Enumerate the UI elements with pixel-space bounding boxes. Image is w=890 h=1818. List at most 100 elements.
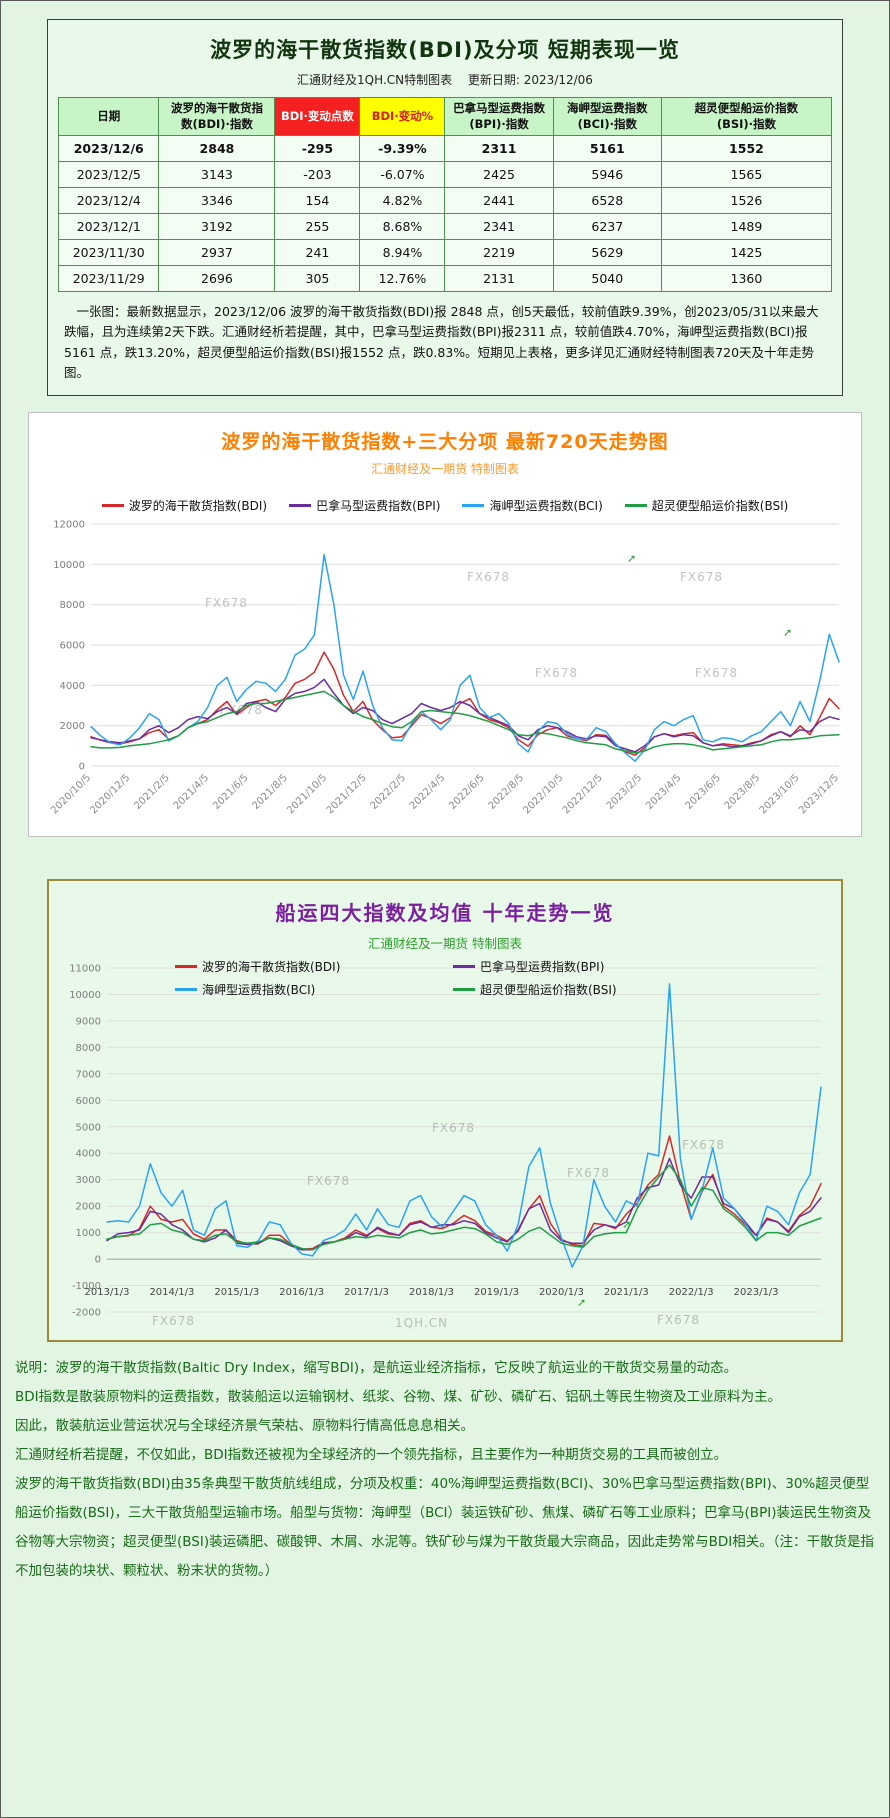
svg-text:2021/8/5: 2021/8/5 — [250, 772, 290, 812]
chart-720-area: 0 2000 4000 6000 8000 10000 12000 2020/10/5 2020… — [35, 518, 855, 830]
legend-label: 巴拿马型运费指数(BPI) — [480, 960, 605, 975]
footer-line: BDI指数是散装原物料的运费指数，散装船运以运输钢材、纸浆、谷物、煤、矿砂、磷矿… — [15, 1389, 782, 1406]
legend-item: 海岬型运费指数(BCI) — [462, 497, 603, 514]
svg-text:2000: 2000 — [60, 721, 85, 732]
table-cell: 8.68% — [359, 213, 446, 241]
footer-notes: 说明：波罗的海干散货指数(Baltic Dry Index，缩写BDI)，是航运… — [1, 1354, 889, 1586]
svg-text:-1000: -1000 — [72, 1281, 101, 1292]
svg-text:2023/10/5: 2023/10/5 — [758, 772, 802, 816]
chart-720-title: 波罗的海干散货指数+三大分项 最新720天走势图 — [221, 431, 669, 454]
legend-item: 波罗的海干散货指数(BDI) — [175, 958, 453, 975]
legend-swatch — [453, 988, 475, 992]
svg-text:2021/4/5: 2021/4/5 — [172, 772, 212, 812]
svg-text:0: 0 — [79, 762, 85, 773]
table-cell: 2023/12/6 — [57, 135, 160, 163]
legend-label: 海岬型运费指数(BCI) — [202, 983, 316, 998]
svg-text:6000: 6000 — [60, 641, 85, 652]
bdi-table-panel: 波罗的海干散货指数(BDI)及分项 短期表现一览 汇通财经及1QH.CN特制图表… — [47, 19, 843, 397]
svg-text:2023/6/5: 2023/6/5 — [683, 772, 723, 812]
table-cell: 4.82% — [359, 187, 446, 215]
svg-text:2021/6/5: 2021/6/5 — [211, 772, 251, 812]
table-cell: 5946 — [552, 161, 662, 189]
svg-text:2020/12/5: 2020/12/5 — [88, 772, 132, 816]
svg-text:9000: 9000 — [76, 1016, 101, 1027]
table-cell: 241 — [274, 239, 361, 267]
table-cell: 2023/12/5 — [57, 161, 160, 189]
table-cell: 6528 — [552, 187, 662, 215]
svg-text:2020/10/5: 2020/10/5 — [49, 772, 93, 816]
svg-text:2022/6/5: 2022/6/5 — [447, 772, 487, 812]
bdi-data-table: 日期 波罗的海干散货指 数(BDI)·指数 BDI·变动点数 BDI·变动% 巴拿马型运费… — [57, 96, 833, 293]
svg-text:2022/1/3: 2022/1/3 — [669, 1287, 714, 1298]
table-cell: 2441 — [444, 187, 554, 215]
svg-text:11000: 11000 — [69, 964, 101, 975]
legend-label: 波罗的海干散货指数(BDI) — [128, 499, 268, 514]
table-cell: 255 — [274, 213, 361, 241]
footer-line: 汇通财经析若提醒，不仅如此，BDI指数还被视为全球经济的一个领先指标，且主要作为… — [15, 1447, 728, 1464]
table-cell: 1526 — [660, 187, 833, 215]
svg-text:2022/10/5: 2022/10/5 — [521, 772, 565, 816]
col-header: 海岬型运费指数 (BCI)·指数 — [552, 96, 662, 137]
svg-text:8000: 8000 — [60, 600, 85, 611]
table-title: 波罗的海干散货指数(BDI)及分项 短期表现一览 — [210, 38, 680, 62]
table-row: 2023/12/1 3192 255 8.68% 2341 6237 1489 — [57, 213, 833, 241]
chart-720-plot: 0 2000 4000 6000 8000 10000 12000 2020/10/52020… — [49, 520, 841, 817]
legend-swatch — [624, 504, 647, 508]
col-header: 超灵便型船运价指数 (BSI)·指数 — [660, 96, 833, 137]
col-header: BDI·变动点数 — [274, 96, 361, 137]
table-body: 2023/12/6 2848 -295 -9.39% 2311 5161 1552 2023/… — [57, 135, 833, 293]
table-cell: 2219 — [444, 239, 554, 267]
footer-line: 因此，散装航运业营运状况与全球经济景气荣枯、原物料行情高低息息相关。 — [15, 1418, 474, 1435]
table-cell: 2848 — [158, 135, 276, 163]
svg-text:2018/1/3: 2018/1/3 — [409, 1287, 454, 1298]
legend-swatch — [453, 965, 475, 969]
svg-text:2022/2/5: 2022/2/5 — [369, 772, 409, 812]
legend-swatch — [175, 988, 197, 992]
table-subtitle: 汇通财经及1QH.CN特制图表 更新日期: 2023/12/06 — [297, 73, 593, 87]
svg-text:4000: 4000 — [76, 1149, 101, 1160]
legend-label: 超灵便型船运价指数(BSI) — [480, 983, 617, 998]
chart-10y-legend: 波罗的海干散货指数(BDI) 巴拿马型运费指数(BPI) 海岬型运费指数(BCI) 超… — [175, 958, 731, 998]
table-cell: -6.07% — [359, 161, 446, 189]
table-cell: 2937 — [158, 239, 276, 267]
table-row: 2023/12/4 3346 154 4.82% 2441 6528 1526 — [57, 187, 833, 215]
table-cell: 1360 — [660, 265, 833, 293]
svg-text:2023/8/5: 2023/8/5 — [723, 772, 763, 812]
svg-text:2021/1/3: 2021/1/3 — [604, 1287, 649, 1298]
table-cell: 1552 — [660, 135, 833, 163]
svg-text:-2000: -2000 — [72, 1308, 101, 1319]
legend-item: 超灵便型船运价指数(BSI) — [453, 981, 731, 998]
table-cell: 5040 — [552, 265, 662, 293]
table-cell: 1489 — [660, 213, 833, 241]
table-cell: 12.76% — [359, 265, 446, 293]
table-cell: 2341 — [444, 213, 554, 241]
chart-720-legend: 波罗的海干散货指数(BDI) 巴拿马型运费指数(BPI) 海岬型运费指数(BCI) 超… — [35, 497, 855, 514]
table-cell: 5161 — [552, 135, 662, 163]
svg-text:12000: 12000 — [53, 520, 85, 531]
table-cell: 2311 — [444, 135, 554, 163]
table-cell: 1565 — [660, 161, 833, 189]
col-header: 巴拿马型运费指数 (BPI)·指数 — [444, 96, 554, 137]
chart-720-subtitle: 汇通财经及一期货 特制图表 — [371, 462, 519, 477]
table-cell: 8.94% — [359, 239, 446, 267]
table-cell: 2425 — [444, 161, 554, 189]
svg-text:8000: 8000 — [76, 1043, 101, 1054]
legend-label: 海岬型运费指数(BCI) — [489, 499, 603, 514]
table-cell: 2023/11/29 — [57, 265, 160, 293]
table-row: 2023/11/30 2937 241 8.94% 2219 5629 1425 — [57, 239, 833, 267]
svg-text:1000: 1000 — [76, 1228, 101, 1239]
table-cell: -295 — [274, 135, 361, 163]
svg-text:2021/12/5: 2021/12/5 — [325, 772, 369, 816]
svg-text:2022/8/5: 2022/8/5 — [487, 772, 527, 812]
table-cell: 2696 — [158, 265, 276, 293]
svg-text:5000: 5000 — [76, 1122, 101, 1133]
svg-text:2013/1/3: 2013/1/3 — [85, 1287, 130, 1298]
table-cell: 3346 — [158, 187, 276, 215]
svg-text:2023/4/5: 2023/4/5 — [644, 772, 684, 812]
svg-text:2014/1/3: 2014/1/3 — [149, 1287, 194, 1298]
chart-10y-plot: -2000 -1000 0 1000 2000 3000 4000 5000 6000 7000 8… — [69, 964, 822, 1319]
legend-swatch — [462, 504, 485, 508]
svg-text:6000: 6000 — [76, 1096, 101, 1107]
chart-720-panel: 波罗的海干散货指数+三大分项 最新720天走势图 汇通财经及一期货 特制图表 波… — [28, 412, 862, 838]
legend-label: 巴拿马型运费指数(BPI) — [316, 499, 441, 514]
